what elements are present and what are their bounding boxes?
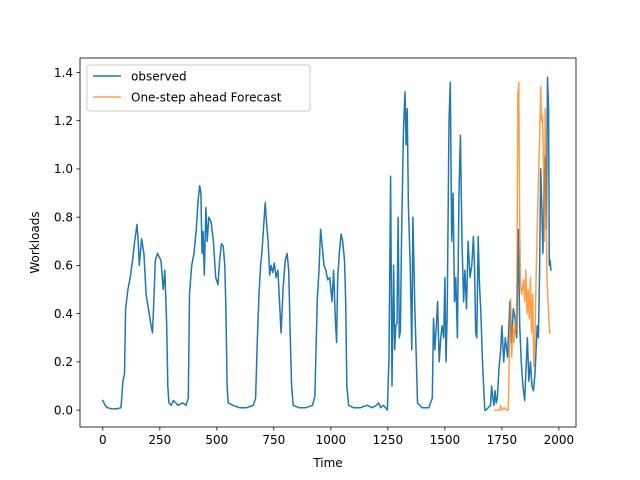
y-tick-label: 0.2 (54, 355, 73, 369)
x-axis-label: Time (312, 456, 342, 470)
legend: observed One-step ahead Forecast (86, 64, 311, 112)
legend-label-observed: observed (131, 70, 187, 84)
y-axis-label: Workloads (28, 211, 42, 273)
x-tick-label: 500 (205, 433, 228, 447)
plot-frame (79, 57, 577, 428)
x-tick-label: 1250 (373, 433, 404, 447)
y-tick-label: 0.0 (54, 403, 73, 417)
series-line-forecast (494, 81, 551, 411)
y-tick-label: 1.4 (54, 66, 73, 80)
y-tick-label: 0.4 (54, 307, 73, 321)
series-layer (101, 76, 552, 411)
x-axis-ticks: 0 250 500 750 1000 1250 1500 1750 2000 (99, 427, 574, 447)
y-tick-label: 0.8 (54, 210, 73, 224)
x-tick-label: 250 (148, 433, 171, 447)
series-line-observed (101, 76, 552, 411)
y-tick-label: 1.2 (54, 114, 73, 128)
x-tick-label: 750 (262, 433, 285, 447)
legend-box (86, 64, 311, 112)
y-tick-label: 0.6 (54, 259, 73, 273)
y-axis-ticks: 0.0 0.2 0.4 0.6 0.8 1.0 1.2 1.4 (54, 66, 80, 417)
x-tick-label: 2000 (544, 433, 575, 447)
x-tick-label: 0 (99, 433, 107, 447)
y-tick-label: 1.0 (54, 162, 73, 176)
x-tick-label: 1500 (430, 433, 461, 447)
legend-label-forecast: One-step ahead Forecast (131, 91, 282, 105)
x-tick-label: 1750 (487, 433, 518, 447)
x-tick-label: 1000 (316, 433, 347, 447)
